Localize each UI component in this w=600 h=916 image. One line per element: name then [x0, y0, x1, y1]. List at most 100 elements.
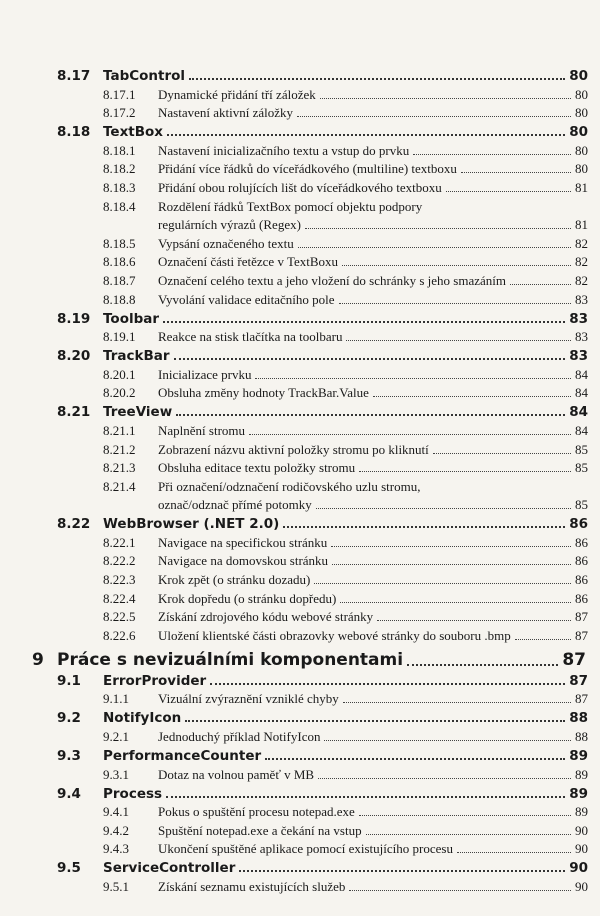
entry-number: 8.19.1 [103, 329, 136, 345]
toc-line: označ/odznač přímé potomky 85 [0, 495, 600, 514]
toc-line: 8.21 TreeView 84 [0, 401, 600, 420]
page-number: 90 [575, 879, 588, 894]
page-number: 87 [575, 609, 588, 625]
page-number: 87 [562, 649, 586, 670]
entry-title: Označení části řetězce v TextBoxu [158, 254, 339, 270]
entry-number: 8.18.8 [103, 291, 136, 307]
entry-title: regulárních výrazů (Regex) [158, 217, 301, 233]
dot-leader [324, 740, 571, 742]
dot-leader [315, 508, 571, 510]
page-number: 87 [575, 691, 588, 707]
dot-leader [349, 890, 571, 891]
entry-number: 8.18.4 [103, 198, 136, 214]
toc-line: regulárních výrazů (Regex) 81 [0, 215, 600, 234]
page-number: 86 [575, 553, 588, 569]
page-number: 83 [575, 329, 588, 345]
entry-number: 9.1.1 [103, 691, 129, 707]
entry-title: Obsluha změny hodnoty TrackBar.Value [158, 385, 369, 401]
dot-leader [372, 396, 571, 398]
entry-title: Přidání obou rolujících lišt do víceřádk… [158, 179, 442, 195]
page-number: 88 [569, 710, 588, 727]
toc-line: 9.2.1 Jednoduchý příklad NotifyIcon 88 [0, 726, 600, 745]
entry-title: Při označení/odznačení rodičovského uzlu… [158, 478, 421, 494]
page-number: 89 [575, 804, 588, 820]
page-number: 80 [575, 161, 588, 177]
page-number: 81 [575, 179, 588, 195]
entry-number: 8.18 [57, 124, 91, 141]
entry-title: Uložení klientské části obrazovky webové… [158, 627, 511, 643]
page-number: 90 [575, 822, 588, 838]
entry-title: Naplnění stromu [158, 422, 246, 438]
page-number: 90 [575, 841, 588, 857]
entry-number: 8.18.5 [103, 235, 136, 251]
dot-leader [297, 116, 571, 118]
entry-number: 9.4.2 [103, 822, 129, 838]
entry-title: Dotaz na volnou paměť v MB [158, 766, 315, 782]
page-number: 80 [569, 124, 588, 141]
dot-leader [359, 471, 571, 473]
page-number: 88 [575, 729, 588, 745]
dot-leader [432, 452, 571, 454]
entry-title: Process [103, 785, 163, 802]
dot-leader [445, 190, 571, 192]
toc-line: 8.17.2 Nastavení aktivní záložky 80 [0, 103, 600, 122]
entry-number: 9.4.3 [103, 841, 129, 857]
dot-leader [176, 414, 566, 417]
dot-leader [249, 433, 571, 435]
page-number: 82 [575, 272, 588, 288]
entry-title: Krok dopředu (o stránku dopředu) [158, 590, 337, 606]
entry-number: 9.3 [57, 748, 81, 765]
page-number: 85 [575, 441, 588, 457]
toc-line: 8.22.1 Navigace na specifickou stránku 86 [0, 532, 600, 551]
entry-number: 9.1 [57, 672, 81, 689]
entry-number: 8.17 [57, 68, 91, 84]
entry-title: Zobrazení názvu aktivní položky stromu p… [158, 441, 429, 457]
entry-number: 8.17.2 [103, 105, 136, 121]
dot-leader [265, 758, 566, 761]
page-number: 86 [575, 590, 588, 606]
page-number: 89 [575, 766, 588, 782]
entry-title: Vypsání označeného textu [158, 235, 294, 251]
entry-number: 9.5 [57, 860, 81, 877]
page-number: 83 [569, 348, 588, 365]
toc-line: 8.21.1 Naplnění stromu 84 [0, 420, 600, 439]
entry-title: ServiceController [103, 860, 236, 877]
toc-line: 8.18.7 Označení celého textu a jeho vlože… [0, 270, 600, 289]
page-number: 86 [575, 534, 588, 550]
entry-number: 8.18.1 [103, 142, 136, 158]
entry-title: Získání seznamu existujících služeb [158, 879, 346, 894]
dot-leader [319, 97, 571, 99]
entry-number: 8.18.3 [103, 179, 136, 195]
page-number: 87 [569, 672, 588, 689]
page-number: 84 [575, 366, 588, 382]
entry-number: 8.17.1 [103, 86, 136, 102]
toc-line: 8.21.4 Při označení/odznačení rodičovskéh… [0, 476, 600, 495]
toc-line: 8.20 TrackBar 83 [0, 345, 600, 364]
entry-title: TabControl [103, 68, 186, 84]
entry-number: 9.2.1 [103, 729, 129, 745]
toc-line: 9.1.1 Vizuální zvýraznění vzniklé chyby 87 [0, 689, 600, 708]
entry-title: TreeView [103, 404, 173, 421]
dot-leader [460, 172, 571, 174]
page-number: 80 [575, 105, 588, 121]
entry-title: Získání zdrojového kódu webové stránky [158, 609, 374, 625]
entry-number: 9.4 [57, 785, 81, 802]
toc-line: 9 Práce s nevizuálními komponentami 87 [0, 644, 600, 670]
table-of-contents: 8.17 TabControl 80 8.17.1 Dynamické přidání … [0, 65, 600, 895]
toc-line: 8.20.1 Inicializace prvku 84 [0, 364, 600, 383]
dot-leader [304, 228, 571, 230]
entry-title: NotifyIcon [103, 710, 182, 727]
dot-leader [297, 246, 571, 248]
page-number: 84 [575, 422, 588, 438]
entry-title: Navigace na domovskou stránku [158, 553, 329, 569]
entry-title: Spuštění notepad.exe a čekání na vstup [158, 822, 362, 838]
page-number: 89 [569, 748, 588, 765]
entry-number: 9.4.1 [103, 804, 129, 820]
entry-number: 9 [32, 649, 44, 670]
dot-leader [358, 815, 571, 817]
toc-line: 9.4.1 Pokus o spuštění procesu notepad.ex… [0, 802, 600, 821]
entry-number: 9.3.1 [103, 766, 129, 782]
toc-line: 8.18.2 Přidání více řádků do víceřádkovéh… [0, 159, 600, 178]
entry-title: Navigace na specifickou stránku [158, 534, 328, 550]
